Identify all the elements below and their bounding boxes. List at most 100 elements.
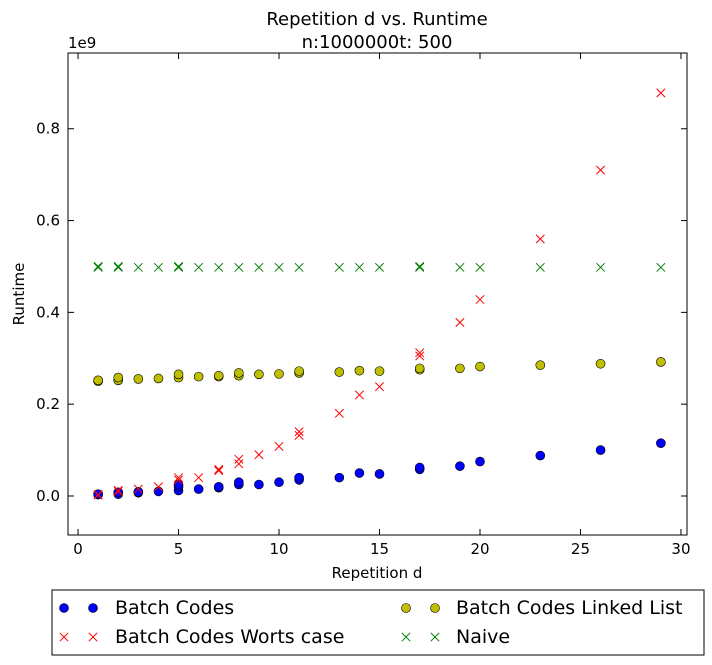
x-tick-label: 30 — [671, 540, 690, 558]
legend-marker — [88, 632, 98, 642]
legend-marker — [88, 603, 98, 613]
data-point — [173, 475, 184, 485]
data-point — [415, 261, 425, 272]
legend-box — [51, 589, 705, 656]
data-point — [214, 464, 224, 474]
series-3 — [93, 261, 666, 272]
data-point — [113, 262, 123, 272]
chart-title: Repetition d vs. Runtime — [266, 9, 487, 30]
data-point — [414, 462, 425, 473]
legend-label-batch-codes-linked-list: Batch Codes Linked List — [456, 597, 682, 619]
data-point — [596, 262, 606, 272]
y-tick-label: 0.0 — [36, 487, 60, 505]
data-point — [113, 486, 123, 496]
legend: Batch Codes Batch Codes Worts case Batch… — [51, 589, 705, 656]
data-point — [535, 262, 545, 272]
data-point — [234, 459, 244, 469]
y-axis-ticks: 0.0 0.2 0.4 0.6 0.8 — [36, 120, 687, 505]
data-point — [455, 262, 465, 272]
series-1 — [93, 88, 666, 500]
data-point — [153, 486, 164, 497]
data-point — [294, 366, 304, 376]
data-point — [194, 262, 204, 272]
data-point — [354, 468, 365, 478]
data-point — [173, 262, 184, 272]
data-point — [214, 466, 224, 476]
data-point — [214, 262, 224, 272]
legend-label-naive: Naive — [456, 626, 510, 648]
data-point — [334, 472, 345, 483]
data-point — [93, 261, 103, 272]
data-point — [193, 371, 204, 382]
data-point — [374, 366, 385, 376]
legend-marker — [401, 603, 411, 613]
legend-marker — [430, 603, 440, 613]
data-point — [535, 450, 546, 461]
data-point — [234, 454, 244, 464]
data-point — [93, 375, 103, 386]
data-point — [414, 363, 425, 374]
data-point — [193, 484, 204, 494]
data-point — [173, 473, 184, 483]
y-tick-label: 0.6 — [36, 212, 60, 230]
data-point — [596, 165, 606, 175]
y-scale-label: 1e9 — [68, 34, 96, 52]
x-tick-label: 5 — [174, 540, 184, 558]
data-point — [274, 477, 284, 488]
data-point — [334, 408, 344, 418]
data-point — [475, 456, 485, 467]
data-point — [254, 369, 264, 380]
data-point — [153, 262, 163, 272]
data-point — [354, 365, 365, 376]
y-tick-label: 0.4 — [36, 303, 60, 321]
data-point — [294, 427, 304, 437]
data-point — [254, 450, 264, 460]
data-point — [374, 382, 385, 392]
plot-area — [67, 52, 688, 536]
data-point — [254, 262, 264, 272]
data-point — [113, 261, 123, 272]
data-point — [415, 348, 425, 358]
legend-label-batch-codes: Batch Codes — [115, 597, 234, 619]
data-point — [475, 262, 485, 272]
data-point — [133, 484, 143, 494]
legend-marker — [430, 632, 440, 642]
y-tick-label: 0.8 — [36, 120, 60, 138]
data-point — [294, 472, 304, 483]
data-point — [535, 360, 546, 370]
data-point — [254, 479, 264, 490]
data-point — [656, 357, 666, 367]
data-point — [234, 368, 244, 378]
data-point — [234, 477, 244, 488]
legend-marker — [59, 603, 69, 613]
data-point — [133, 262, 143, 272]
data-point — [234, 262, 244, 272]
legend-label-batch-codes-worst-case: Batch Codes Worts case — [115, 626, 344, 648]
data-point — [475, 361, 485, 372]
x-tick-label: 25 — [571, 540, 590, 558]
data-point — [535, 234, 545, 244]
data-point — [274, 262, 284, 272]
data-point — [133, 374, 144, 384]
x-axis-label: Repetition d — [332, 564, 423, 582]
data-point — [213, 481, 224, 492]
data-point — [455, 317, 465, 328]
y-tick-label: 0.2 — [36, 395, 60, 413]
data-marks — [93, 88, 666, 500]
data-point — [334, 262, 344, 272]
data-point — [294, 430, 304, 440]
legend-marker — [401, 632, 411, 642]
data-point — [113, 485, 123, 496]
y-axis-label: Runtime — [10, 263, 28, 326]
x-axis-ticks: 0 5 10 15 20 25 30 — [73, 53, 691, 558]
data-point — [656, 262, 666, 272]
data-point — [595, 358, 606, 369]
data-point — [475, 294, 485, 305]
data-point — [595, 445, 606, 455]
series-2 — [93, 357, 666, 387]
data-point — [194, 473, 204, 483]
data-point — [374, 469, 385, 479]
legend-marker — [59, 632, 69, 642]
data-point — [354, 262, 364, 272]
data-point — [415, 262, 425, 272]
